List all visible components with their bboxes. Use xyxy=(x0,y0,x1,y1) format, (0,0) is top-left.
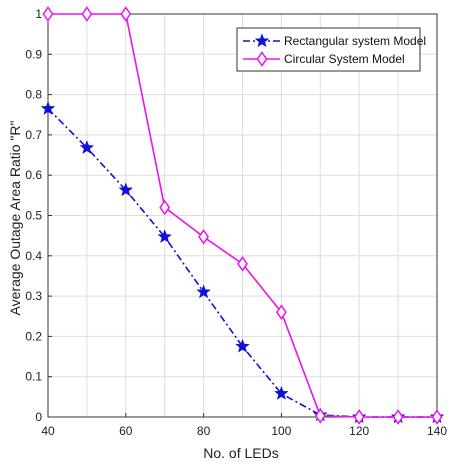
y-tick-label: 0.7 xyxy=(25,128,42,142)
legend-diamond-icon xyxy=(256,51,268,67)
legend-star-icon xyxy=(254,33,270,48)
x-tick-label: 100 xyxy=(271,424,291,438)
y-tick-label: 0.5 xyxy=(25,209,42,223)
x-tick-label: 40 xyxy=(41,424,55,438)
data-point xyxy=(120,6,132,22)
data-point xyxy=(79,140,95,155)
data-point xyxy=(159,199,171,216)
y-tick-label: 1 xyxy=(35,7,42,21)
x-tick-label: 140 xyxy=(427,424,447,438)
data-point xyxy=(198,229,210,245)
y-tick-label: 0 xyxy=(35,410,42,424)
data-point xyxy=(81,6,93,22)
y-tick-label: 0.9 xyxy=(25,47,42,61)
series-layer xyxy=(40,6,445,425)
y-tick-label: 0.4 xyxy=(25,249,42,263)
data-point xyxy=(157,229,173,244)
x-tick-label: 60 xyxy=(119,424,133,438)
data-point xyxy=(118,182,134,197)
data-point xyxy=(237,256,248,272)
x-axis-ticks: 40 60 80 100 120 140 xyxy=(41,413,447,438)
legend-box xyxy=(236,27,421,72)
data-point xyxy=(235,338,250,353)
data-point xyxy=(40,100,56,115)
series-2 xyxy=(42,6,443,425)
data-point xyxy=(196,284,211,299)
x-tick-label: 120 xyxy=(349,424,369,438)
data-point xyxy=(274,385,289,400)
y-tick-label: 0.8 xyxy=(25,88,42,102)
data-point xyxy=(431,409,443,425)
y-tick-label: 0.1 xyxy=(25,370,42,384)
data-point xyxy=(314,407,326,424)
y-axis-ticks: 0 0.1 0.2 0.3 0.4 0.5 0.6 0.7 0.8 0.9 1 xyxy=(25,7,52,424)
y-axis-label: Average Outage Area Ratio "R" xyxy=(7,121,23,316)
x-tick-label: 80 xyxy=(197,424,211,438)
legend-label: Circular System Model xyxy=(284,52,405,66)
legend: Rectangular system Model Circular System … xyxy=(236,27,426,72)
data-point xyxy=(275,304,287,321)
x-axis-label: No. of LEDs xyxy=(203,445,278,461)
y-tick-label: 0.2 xyxy=(25,329,42,343)
data-point xyxy=(42,6,54,22)
data-point xyxy=(392,409,404,425)
data-point xyxy=(353,409,365,425)
legend-label: Rectangular system Model xyxy=(284,34,426,48)
y-tick-label: 0.3 xyxy=(25,289,42,303)
y-tick-label: 0.6 xyxy=(25,168,42,182)
